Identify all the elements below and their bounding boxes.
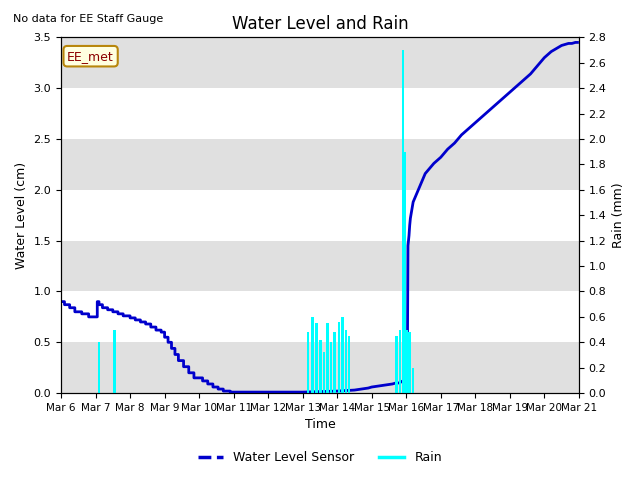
Bar bbox=[333, 332, 335, 393]
Bar bbox=[326, 323, 329, 393]
Text: No data for EE Staff Gauge: No data for EE Staff Gauge bbox=[13, 14, 163, 24]
Bar bbox=[319, 340, 322, 393]
Y-axis label: Rain (mm): Rain (mm) bbox=[612, 182, 625, 248]
Bar bbox=[348, 336, 351, 393]
Bar bbox=[412, 368, 414, 393]
Bar bbox=[61, 37, 579, 88]
Bar bbox=[408, 332, 411, 393]
Bar bbox=[307, 332, 309, 393]
Title: Water Level and Rain: Water Level and Rain bbox=[232, 15, 408, 33]
Bar bbox=[316, 323, 317, 393]
Bar bbox=[403, 152, 406, 393]
Bar bbox=[330, 342, 332, 393]
Bar bbox=[98, 342, 100, 393]
Bar bbox=[61, 139, 579, 190]
Y-axis label: Water Level (cm): Water Level (cm) bbox=[15, 162, 28, 269]
Bar bbox=[323, 352, 325, 393]
Bar bbox=[311, 317, 314, 393]
Bar bbox=[61, 240, 579, 291]
X-axis label: Time: Time bbox=[305, 419, 335, 432]
Legend: Water Level Sensor, Rain: Water Level Sensor, Rain bbox=[193, 446, 447, 469]
Bar bbox=[396, 336, 398, 393]
Bar bbox=[401, 50, 404, 393]
Bar bbox=[61, 342, 579, 393]
Bar bbox=[113, 330, 116, 393]
Text: EE_met: EE_met bbox=[67, 50, 114, 63]
Bar bbox=[338, 322, 340, 393]
Bar bbox=[341, 317, 344, 393]
Bar bbox=[399, 330, 401, 393]
Bar bbox=[344, 330, 347, 393]
Bar bbox=[406, 330, 408, 393]
